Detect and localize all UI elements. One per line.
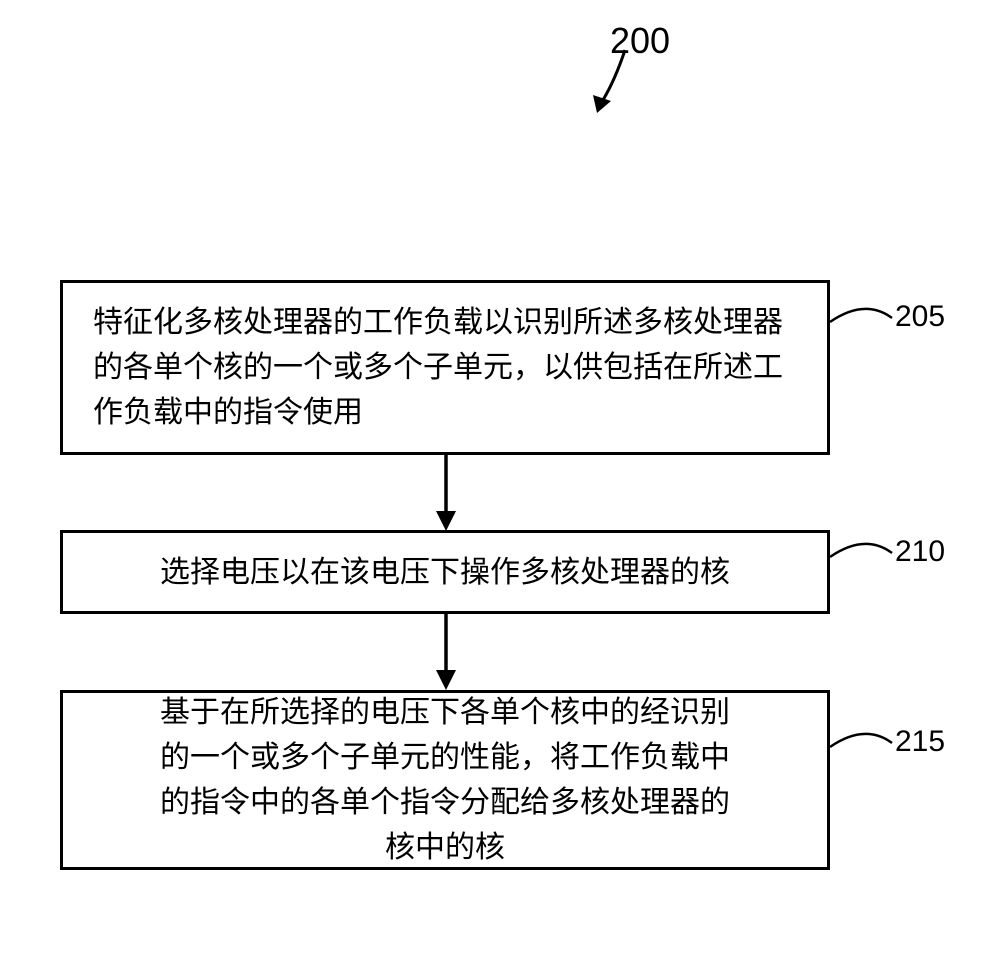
callout-curve-215: [830, 725, 900, 765]
callout-label-210: 210: [895, 535, 945, 569]
callout-curve-210: [830, 535, 900, 575]
flow-arrow-205-210: [430, 455, 470, 533]
flow-arrow-210-215: [430, 614, 470, 692]
step-box-215: 基于在所选择的电压下各单个核中的经识别的一个或多个子单元的性能，将工作负载中的指…: [60, 690, 830, 870]
step-box-205: 特征化多核处理器的工作负载以识别所述多核处理器的各单个核的一个或多个子单元，以供…: [60, 280, 830, 455]
step-text-215: 基于在所选择的电压下各单个核中的经识别的一个或多个子单元的性能，将工作负载中的指…: [93, 690, 797, 870]
step-box-210: 选择电压以在该电压下操作多核处理器的核: [60, 530, 830, 614]
figure-pointer-arrow: [585, 45, 645, 120]
step-text-210: 选择电压以在该电压下操作多核处理器的核: [93, 550, 797, 595]
step-text-205: 特征化多核处理器的工作负载以识别所述多核处理器的各单个核的一个或多个子单元，以供…: [93, 300, 797, 435]
callout-label-205: 205: [895, 300, 945, 334]
callout-label-215: 215: [895, 725, 945, 759]
callout-curve-205: [830, 300, 900, 340]
